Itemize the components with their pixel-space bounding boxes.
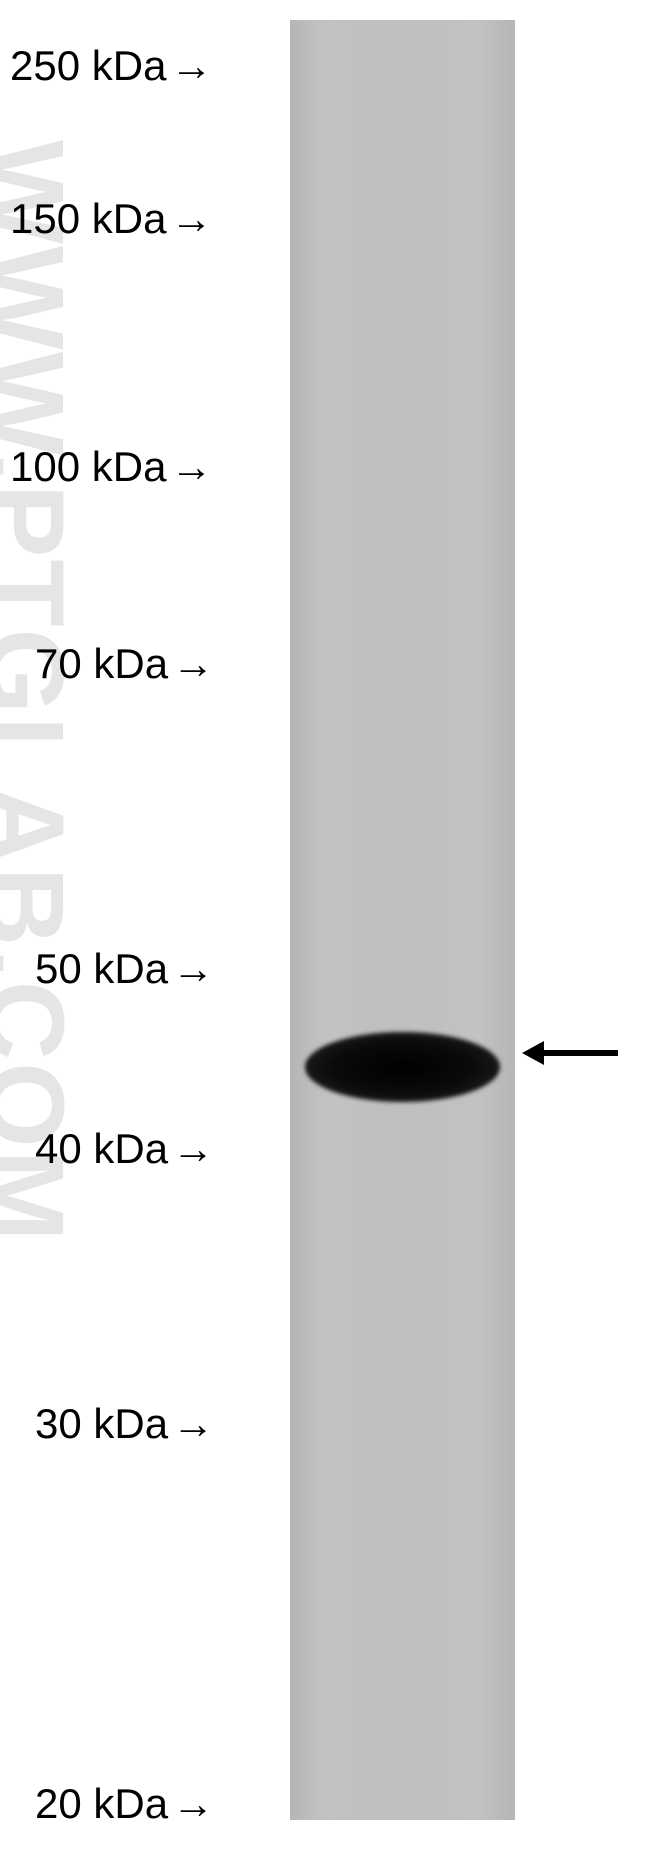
marker-label-text: 40 kDa bbox=[35, 1125, 168, 1173]
marker-arrow-icon: → bbox=[172, 945, 214, 993]
marker-arrow-icon: → bbox=[170, 195, 212, 243]
marker-50: 50 kDa→ bbox=[35, 945, 214, 993]
marker-40: 40 kDa→ bbox=[35, 1125, 214, 1173]
marker-label-text: 150 kDa bbox=[10, 195, 166, 243]
marker-arrow-icon: → bbox=[172, 1780, 214, 1828]
marker-20: 20 kDa→ bbox=[35, 1780, 214, 1828]
marker-100: 100 kDa→ bbox=[10, 443, 212, 491]
marker-250: 250 kDa→ bbox=[10, 42, 212, 90]
marker-arrow-icon: → bbox=[170, 42, 212, 90]
marker-label-text: 100 kDa bbox=[10, 443, 166, 491]
marker-label-text: 50 kDa bbox=[35, 945, 168, 993]
blot-lane bbox=[290, 20, 515, 1820]
marker-label-text: 250 kDa bbox=[10, 42, 166, 90]
band-indicator-arrow bbox=[520, 1033, 620, 1073]
marker-label-text: 20 kDa bbox=[35, 1780, 168, 1828]
marker-arrow-icon: → bbox=[170, 443, 212, 491]
marker-arrow-icon: → bbox=[172, 640, 214, 688]
marker-label-text: 30 kDa bbox=[35, 1400, 168, 1448]
marker-arrow-icon: → bbox=[172, 1400, 214, 1448]
marker-150: 150 kDa→ bbox=[10, 195, 212, 243]
blot-container: WWW.PTGLAB.COM 250 kDa→ 150 kDa→ 100 kDa… bbox=[0, 0, 650, 1855]
marker-70: 70 kDa→ bbox=[35, 640, 214, 688]
marker-30: 30 kDa→ bbox=[35, 1400, 214, 1448]
watermark-text: WWW.PTGLAB.COM bbox=[0, 140, 88, 1243]
protein-band bbox=[305, 1032, 500, 1102]
marker-label-text: 70 kDa bbox=[35, 640, 168, 688]
marker-arrow-icon: → bbox=[172, 1125, 214, 1173]
